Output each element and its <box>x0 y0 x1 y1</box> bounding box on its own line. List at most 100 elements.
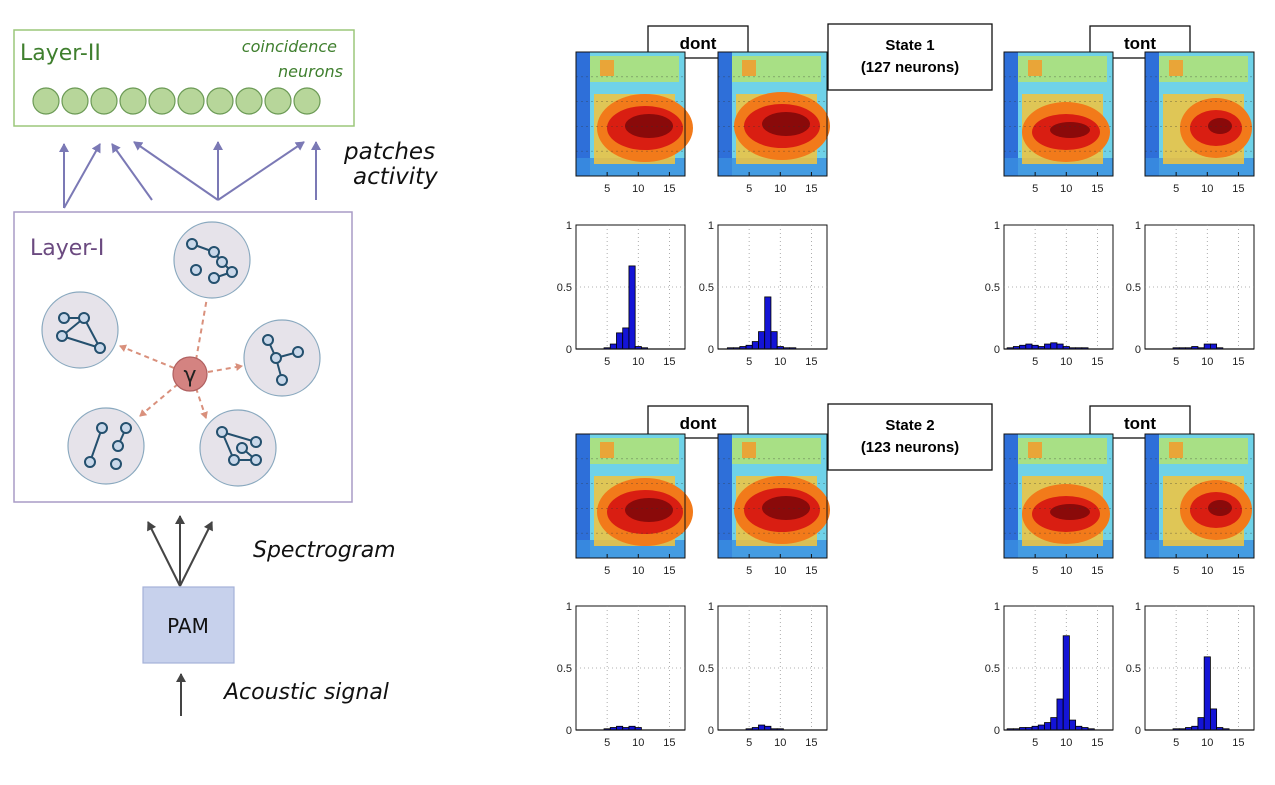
patch-top <box>173 221 251 299</box>
patches-label-2: activity <box>353 164 438 190</box>
spectrogram-tick: 10 <box>1201 183 1213 195</box>
spectrogram-tick: 5 <box>604 565 610 577</box>
spectrogram-tick: 10 <box>1060 565 1072 577</box>
neuron-9 <box>264 87 292 115</box>
histogram-7: 1 0.5 0 5 10 15 <box>985 601 1114 749</box>
hist-bar <box>1025 343 1033 350</box>
spectrogram-tick: 5 <box>746 565 752 577</box>
layer2-subtitle-1: coincidence <box>242 37 337 56</box>
hist-y-tick: 1 <box>994 601 1000 613</box>
acoustic-label: Acoustic signal <box>222 680 389 705</box>
word-state2-tont: tont <box>1124 414 1156 433</box>
hist-x-tick: 15 <box>1232 737 1244 749</box>
histogram-5: 1 0.5 0 5 10 15 <box>557 601 686 749</box>
gamma-arrows <box>119 291 243 419</box>
spectrogram-tick: 15 <box>1091 183 1103 195</box>
spectrogram-s2-tont-2: 5 10 15 <box>1144 433 1255 577</box>
spectrogram-tick: 15 <box>1232 183 1244 195</box>
spectrogram-tick: 10 <box>774 183 786 195</box>
architecture-diagram: Layer-II coincidence neurons patches act… <box>13 29 438 716</box>
hist-y-tick: 0 <box>708 344 714 356</box>
spectrogram-s2-tont-1: 5 10 15 <box>1003 433 1114 577</box>
histogram-4: 1 0.5 0 5 10 15 <box>1126 220 1255 368</box>
hist-bar <box>751 341 759 350</box>
neuron-7 <box>206 87 234 115</box>
hist-y-tick: 0 <box>566 344 572 356</box>
hist-x-tick: 15 <box>805 737 817 749</box>
hist-y-tick: 0.5 <box>699 282 714 294</box>
hist-y-tick: 0 <box>994 344 1000 356</box>
hist-y-tick: 1 <box>994 220 1000 232</box>
pam-box <box>142 586 235 664</box>
patch-bottom-right <box>199 409 277 487</box>
hist-bar <box>758 331 766 350</box>
spectrogram-tick: 10 <box>774 565 786 577</box>
hist-bar <box>1050 342 1058 350</box>
word-box-state2-dont <box>647 405 749 439</box>
state1-line2: (127 neurons) <box>861 59 959 76</box>
patch-activity-arrows <box>59 141 321 209</box>
patch-left <box>41 291 119 369</box>
hist-y-tick: 0 <box>708 725 714 737</box>
neuron-6 <box>177 87 205 115</box>
hist-x-tick: 10 <box>774 737 786 749</box>
hist-y-tick: 0.5 <box>557 663 572 675</box>
hist-x-tick: 10 <box>1201 737 1213 749</box>
hist-x-tick: 15 <box>1091 737 1103 749</box>
spectrogram-arrows <box>147 515 213 587</box>
hist-bar <box>1044 722 1052 731</box>
spectrogram-tick: 5 <box>746 183 752 195</box>
hist-y-tick: 0 <box>994 725 1000 737</box>
hist-bar <box>770 331 778 350</box>
spectrogram-tick: 15 <box>663 183 675 195</box>
neuron-2 <box>61 87 89 115</box>
spectrogram-s1-tont-2: 5 10 15 <box>1144 51 1255 195</box>
patch-right <box>243 319 321 397</box>
neuron-8 <box>235 87 263 115</box>
hist-y-tick: 1 <box>566 220 572 232</box>
spectrogram-tick: 15 <box>1232 565 1244 577</box>
gamma-node <box>172 356 208 392</box>
hist-x-tick: 10 <box>632 737 644 749</box>
gamma-symbol: γ <box>183 363 196 388</box>
histogram-2: 1 0.5 0 5 10 15 <box>699 220 828 368</box>
hist-x-tick: 5 <box>604 737 610 749</box>
spectrogram-tick: 5 <box>1032 565 1038 577</box>
spectrogram-tick: 5 <box>1173 183 1179 195</box>
spectrogram-s1-tont-1: 5 10 15 <box>1003 51 1114 195</box>
spectrogram-tick: 5 <box>604 183 610 195</box>
histogram-1: 1 0.5 0 5 10 15 <box>557 220 686 368</box>
hist-y-tick: 1 <box>1135 220 1141 232</box>
hist-bar <box>1197 717 1205 731</box>
hist-x-tick: 15 <box>1091 356 1103 368</box>
hist-y-tick: 0 <box>1135 725 1141 737</box>
hist-bar <box>628 265 636 350</box>
hist-bar <box>616 332 624 350</box>
hist-bar <box>1056 698 1064 731</box>
hist-y-tick: 1 <box>708 220 714 232</box>
spectrogram-tick: 10 <box>1060 183 1072 195</box>
hist-x-tick: 10 <box>1201 356 1213 368</box>
hist-x-tick: 5 <box>1173 737 1179 749</box>
hist-bar <box>1062 635 1070 731</box>
neuron-5 <box>148 87 176 115</box>
hist-bar <box>1069 719 1077 731</box>
hist-x-tick: 5 <box>746 356 752 368</box>
hist-bar <box>1210 343 1218 350</box>
patch-bottom-left <box>67 407 145 485</box>
histogram-3: 1 0.5 0 5 10 15 <box>985 220 1114 368</box>
hist-x-tick: 15 <box>663 356 675 368</box>
spectrogram-tick: 5 <box>1173 565 1179 577</box>
spectrogram-tick: 15 <box>805 183 817 195</box>
hist-x-tick: 10 <box>1060 737 1072 749</box>
spectrogram-tick: 10 <box>632 183 644 195</box>
state2-line2: (123 neurons) <box>861 439 959 456</box>
hist-bar <box>1203 343 1211 350</box>
hist-x-tick: 10 <box>1060 356 1072 368</box>
spectrogram-s2-dont-1: 5 10 15 <box>575 433 693 577</box>
hist-bar <box>1050 717 1058 731</box>
hist-y-tick: 0.5 <box>557 282 572 294</box>
hist-x-tick: 5 <box>1032 737 1038 749</box>
neuron-4 <box>119 87 147 115</box>
state1-box <box>827 23 993 91</box>
